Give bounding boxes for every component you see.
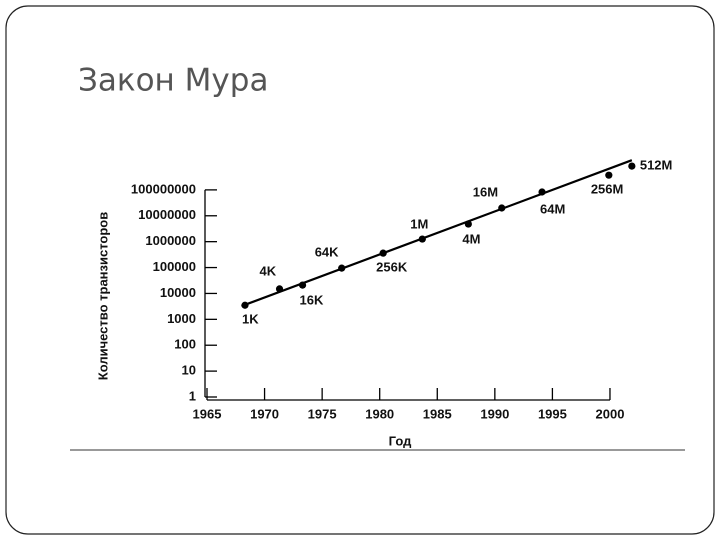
point-label: 256M — [591, 182, 624, 197]
y-axis-label: Количество транзисторов — [95, 212, 110, 380]
y-tick-label: 100000 — [153, 259, 196, 274]
x-tick-label: 1980 — [365, 406, 394, 421]
y-tick-label: 100000000 — [131, 181, 196, 196]
data-point — [628, 162, 636, 170]
x-tick-label: 1975 — [308, 406, 337, 421]
point-label: 1K — [242, 312, 259, 327]
x-tick-label: 1970 — [250, 406, 279, 421]
y-tick-label: 10 — [182, 363, 196, 378]
point-label: 64K — [315, 245, 339, 260]
point-label: 4K — [260, 263, 277, 278]
y-tick-label: 1000000 — [145, 233, 196, 248]
data-point — [605, 171, 613, 179]
y-tick-label: 1000 — [167, 311, 196, 326]
point-label: 512M — [640, 158, 673, 173]
x-tick-label: 1965 — [193, 406, 222, 421]
y-tick-label: 100 — [174, 337, 196, 352]
point-label: 16M — [473, 184, 498, 199]
point-label: 16K — [300, 293, 324, 308]
x-tick-label: 1990 — [480, 406, 509, 421]
x-tick-label: 1995 — [538, 406, 567, 421]
trend-line — [241, 159, 633, 308]
point-label: 256K — [376, 260, 408, 275]
slide-title: Закон Мура — [78, 63, 268, 99]
x-tick-label: 1985 — [423, 406, 452, 421]
y-tick-label: 1 — [189, 388, 196, 403]
point-label: 4M — [462, 231, 480, 246]
x-tick-label: 2000 — [596, 406, 625, 421]
point-label: 64M — [540, 201, 565, 216]
y-tick-label: 10000000 — [138, 207, 196, 222]
slide-frame — [5, 5, 715, 535]
point-label: 1M — [410, 217, 428, 232]
y-tick-label: 10000 — [160, 285, 196, 300]
x-axis-label: Год — [389, 433, 412, 448]
